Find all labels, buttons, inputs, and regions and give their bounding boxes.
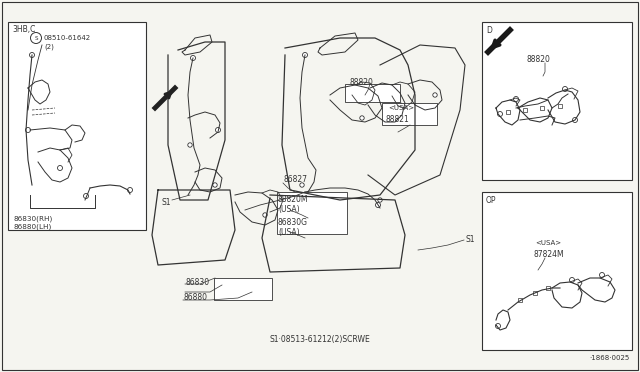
Bar — [482, 192, 632, 350]
Circle shape — [26, 128, 31, 132]
Bar — [523, 108, 527, 112]
Text: S: S — [35, 35, 38, 41]
Circle shape — [360, 116, 364, 120]
Text: 87824M: 87824M — [533, 250, 564, 259]
Bar — [382, 103, 437, 125]
Text: 88820: 88820 — [526, 55, 550, 64]
Text: 86880(LH): 86880(LH) — [14, 224, 52, 231]
Text: <USA>: <USA> — [388, 105, 414, 111]
Bar — [540, 106, 544, 110]
Text: S1·08513-61212(2)SCRWE: S1·08513-61212(2)SCRWE — [269, 335, 371, 344]
Circle shape — [513, 96, 518, 102]
Circle shape — [263, 213, 268, 217]
Circle shape — [191, 55, 195, 61]
Text: OP: OP — [486, 196, 497, 205]
Text: 86830(RH): 86830(RH) — [14, 215, 53, 221]
Circle shape — [495, 324, 500, 328]
Bar — [8, 22, 146, 230]
Circle shape — [378, 198, 382, 202]
Text: 3HB,C: 3HB,C — [12, 25, 35, 34]
Text: S1: S1 — [465, 235, 474, 244]
Circle shape — [212, 183, 217, 187]
Text: 88820: 88820 — [350, 78, 374, 87]
Circle shape — [127, 187, 132, 192]
Bar — [533, 291, 537, 295]
Text: 88821: 88821 — [386, 115, 410, 124]
Text: <USA>: <USA> — [535, 240, 561, 246]
Bar — [518, 298, 522, 302]
Circle shape — [600, 273, 605, 278]
Text: D: D — [486, 26, 492, 35]
Circle shape — [300, 183, 304, 187]
Circle shape — [570, 278, 575, 282]
Bar — [277, 192, 347, 234]
Text: ·1868·0025: ·1868·0025 — [589, 355, 630, 361]
Bar — [214, 278, 272, 300]
Circle shape — [563, 87, 568, 92]
Circle shape — [31, 32, 42, 44]
Circle shape — [58, 166, 63, 170]
Text: 86827: 86827 — [283, 175, 307, 184]
Bar — [546, 286, 550, 290]
Bar — [506, 110, 510, 114]
Text: 88820M: 88820M — [278, 195, 308, 204]
Text: (USA): (USA) — [278, 228, 300, 237]
Circle shape — [188, 143, 192, 147]
Circle shape — [433, 93, 437, 97]
Text: 86830: 86830 — [185, 278, 209, 287]
Circle shape — [83, 193, 88, 199]
Circle shape — [376, 202, 381, 208]
Circle shape — [573, 118, 577, 122]
Circle shape — [29, 52, 35, 58]
Text: S1: S1 — [162, 198, 172, 207]
Text: 86830G: 86830G — [278, 218, 308, 227]
Text: 08510-61642: 08510-61642 — [44, 35, 91, 41]
Circle shape — [497, 112, 502, 116]
Text: 86880: 86880 — [183, 293, 207, 302]
Circle shape — [303, 52, 307, 58]
Bar — [482, 22, 632, 180]
Bar — [558, 104, 562, 108]
Text: (2): (2) — [44, 43, 54, 49]
Circle shape — [398, 103, 402, 107]
Circle shape — [216, 128, 221, 132]
Text: (USA): (USA) — [278, 205, 300, 214]
Bar — [345, 84, 400, 102]
